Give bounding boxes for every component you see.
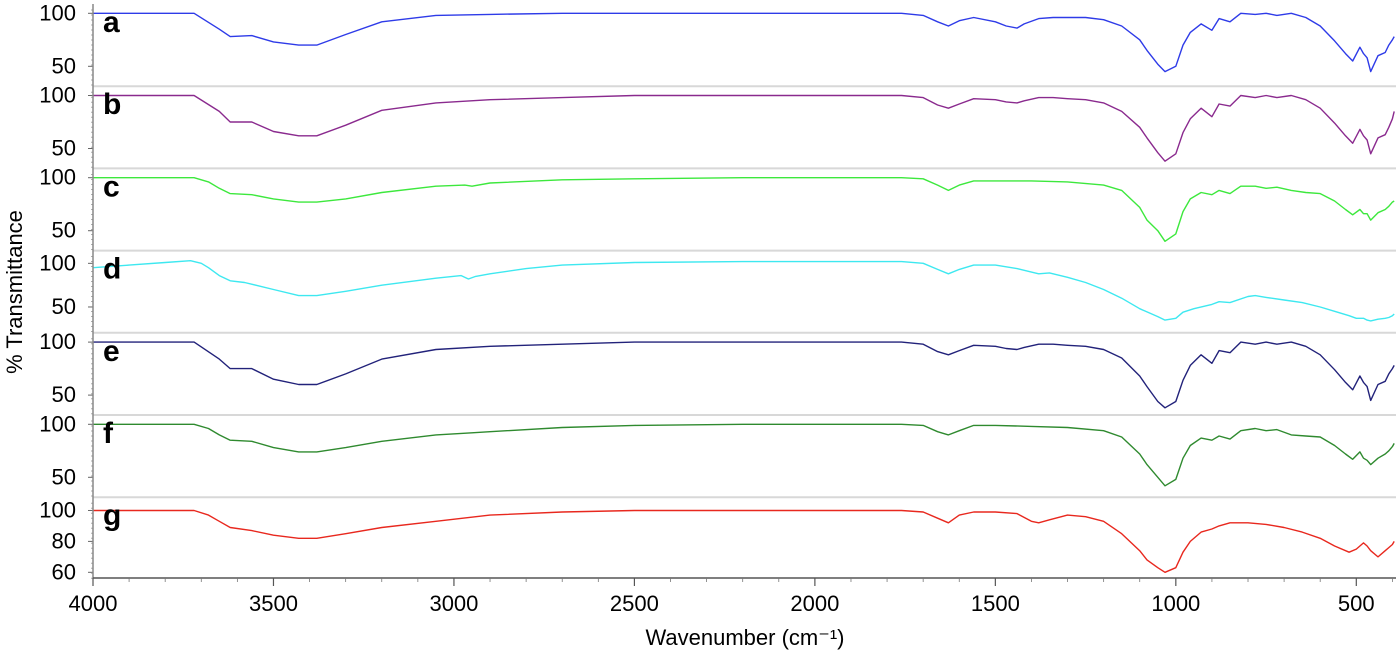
panel-c: c 100 50	[39, 165, 1396, 252]
panel-b: b 100 50	[39, 83, 1396, 170]
x-tick-label: 4000	[69, 591, 118, 616]
x-tick-label: 1500	[971, 591, 1020, 616]
y-tick-label: 100	[39, 411, 76, 436]
panel-label-f: f	[103, 417, 114, 450]
x-tick-label: 3000	[429, 591, 478, 616]
y-axis-title: % Transmittance	[2, 210, 27, 374]
y-tick-label: 100	[39, 165, 76, 190]
panel-g: g 100 80 60	[39, 497, 1395, 584]
spectrum-line-c	[93, 177, 1395, 242]
panel-label-a: a	[103, 6, 120, 39]
panel-label-e: e	[103, 335, 120, 368]
x-tick-label: 2000	[790, 591, 839, 616]
panel-e: e 100 50	[39, 329, 1396, 416]
y-tick-label: 50	[52, 294, 76, 319]
panel-label-d: d	[103, 253, 121, 286]
spectrum-line-g	[93, 509, 1395, 573]
panel-label-c: c	[103, 170, 120, 203]
y-tick-label: 100	[39, 497, 76, 522]
panel-a: a 100 50	[39, 0, 1396, 88]
x-tick-label: 3500	[249, 591, 298, 616]
x-axis-title: Wavenumber (cm⁻¹)	[645, 625, 844, 650]
x-tick-label: 500	[1338, 591, 1375, 616]
panel-label-g: g	[103, 499, 121, 532]
x-tick-label: 1000	[1151, 591, 1200, 616]
y-tick-label: 50	[52, 464, 76, 489]
spectrum-line-e	[93, 341, 1395, 409]
y-tick-label: 100	[39, 83, 76, 108]
y-tick-label: 50	[52, 382, 76, 407]
y-tick-label: 50	[52, 218, 76, 243]
x-ticks-layer: 4000 3500 3000 2500 2000 1500 1000 500	[69, 578, 1393, 616]
y-tick-label: 80	[52, 528, 76, 553]
y-tick-label: 50	[52, 53, 76, 78]
spectrum-line-d	[92, 260, 1395, 322]
y-tick-label: 100	[39, 250, 76, 275]
y-tick-label: 50	[52, 136, 76, 161]
y-tick-label: 100	[39, 329, 76, 354]
spectrum-line-b	[93, 94, 1395, 162]
axes-layer	[92, 4, 1396, 579]
spectrum-line-f	[93, 423, 1395, 487]
panel-d: d 100 50	[39, 250, 1396, 334]
spectrum-line-a	[93, 12, 1395, 73]
panel-label-b: b	[103, 88, 121, 121]
y-tick-label: 100	[39, 0, 76, 25]
panel-f: f 100 50	[39, 411, 1396, 499]
panels-layer: a 100 50 b 100 50 c 100 50 d 100 50 e 100 50 f 100 50 g 100…	[39, 0, 1396, 584]
x-tick-label: 2500	[610, 591, 659, 616]
y-tick-label: 60	[52, 559, 76, 584]
